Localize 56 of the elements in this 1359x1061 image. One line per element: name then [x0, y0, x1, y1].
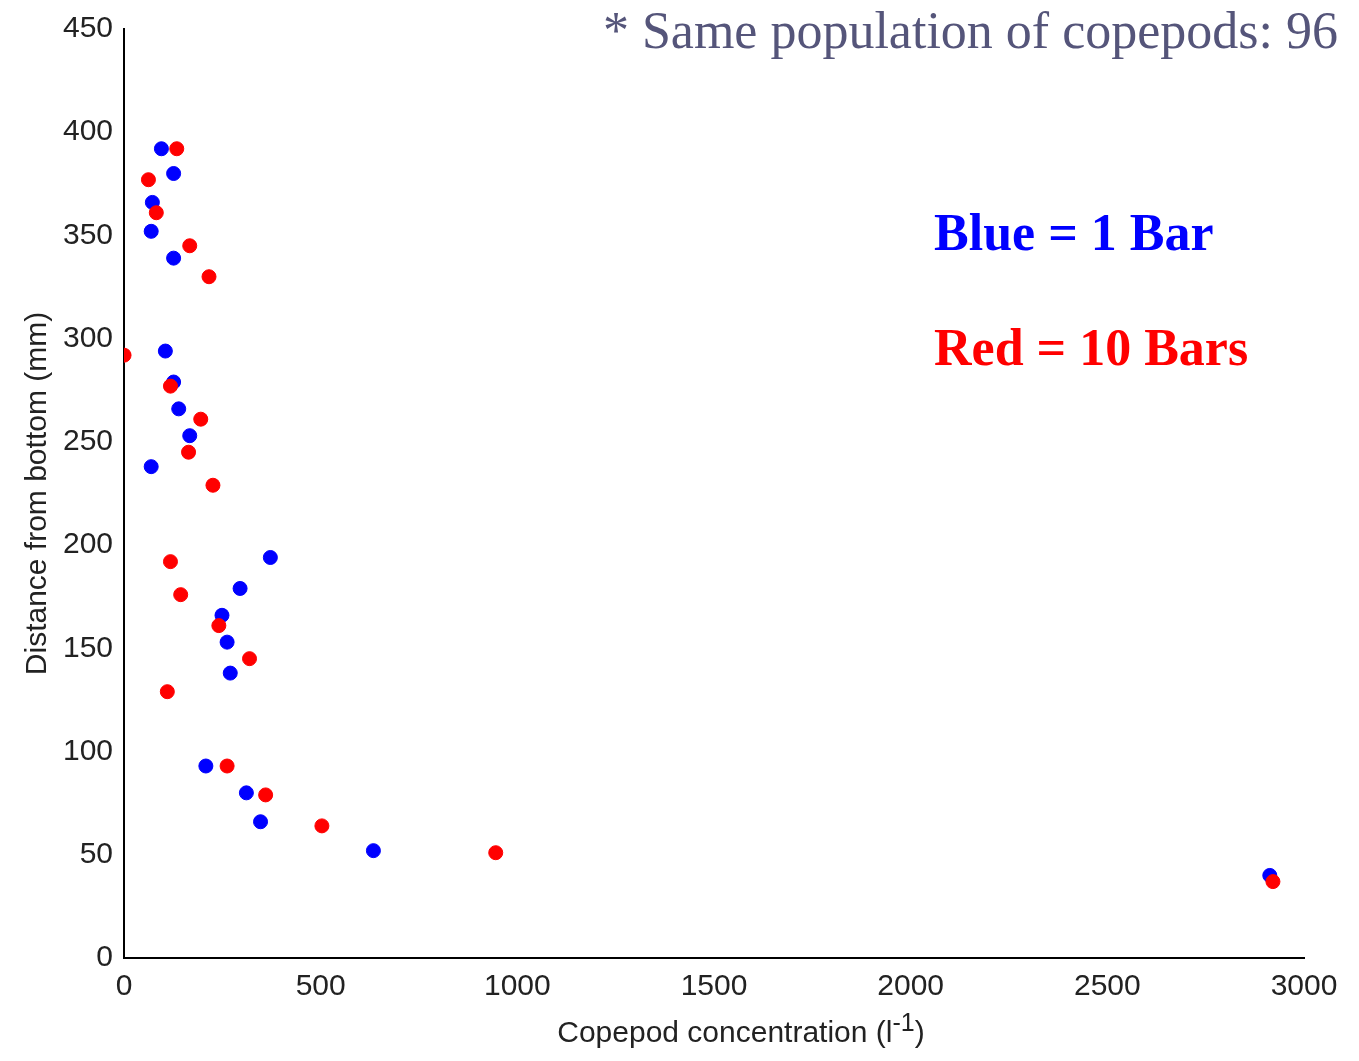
y-tick-label: 50	[79, 836, 114, 870]
point	[314, 818, 330, 834]
y-axis-title: Distance from bottom (mm)	[19, 311, 53, 676]
point	[198, 758, 214, 774]
point	[140, 172, 156, 188]
y-tick-label: 200	[62, 526, 114, 560]
point	[169, 141, 185, 157]
point	[143, 223, 159, 239]
text: Blue = 1 Bar	[934, 204, 1214, 262]
point	[162, 378, 178, 394]
point	[219, 634, 235, 650]
point	[238, 785, 254, 801]
point	[222, 665, 238, 681]
point	[166, 166, 182, 182]
y-tick-label: 0	[96, 939, 114, 973]
point	[1265, 874, 1281, 890]
point	[166, 250, 182, 266]
point	[205, 477, 221, 493]
y-tick-label: 150	[62, 629, 114, 663]
point	[171, 401, 187, 417]
point	[258, 787, 274, 803]
y-tick-label: 450	[62, 10, 114, 44]
x-tick-label: 1000	[483, 968, 551, 1002]
y-tick-label: 350	[62, 216, 114, 250]
point	[173, 587, 189, 603]
point	[219, 758, 235, 774]
x-tick-label: 3000	[1270, 968, 1338, 1002]
point	[153, 141, 169, 157]
x-tick-label: 500	[295, 968, 346, 1002]
point	[201, 269, 217, 285]
point	[211, 618, 227, 634]
point	[232, 580, 248, 596]
annotation: * Same population of copepods: 96	[602, 1, 1338, 59]
x-tick-label: 2500	[1073, 968, 1141, 1002]
point	[488, 845, 504, 861]
point	[143, 459, 159, 475]
point	[159, 684, 175, 700]
point	[157, 343, 173, 359]
point	[182, 238, 198, 254]
point	[162, 554, 178, 570]
y-tick-label: 100	[62, 732, 114, 766]
point	[253, 814, 269, 830]
point	[193, 411, 209, 427]
x-tick-label: 1500	[680, 968, 748, 1002]
x-axis-title: Copepod concentration (l$^{-1}$)	[556, 1008, 926, 1049]
text: Red = 10 Bars	[934, 319, 1249, 377]
y-tick-label: 400	[62, 113, 114, 147]
point	[262, 550, 278, 565]
y-tick-label: 250	[62, 423, 114, 457]
point	[181, 444, 197, 460]
point	[148, 205, 164, 221]
point	[182, 428, 198, 444]
point	[365, 843, 381, 859]
x-tick-label: 2000	[877, 968, 945, 1002]
y-tick-label: 300	[62, 319, 114, 353]
point	[242, 651, 258, 667]
